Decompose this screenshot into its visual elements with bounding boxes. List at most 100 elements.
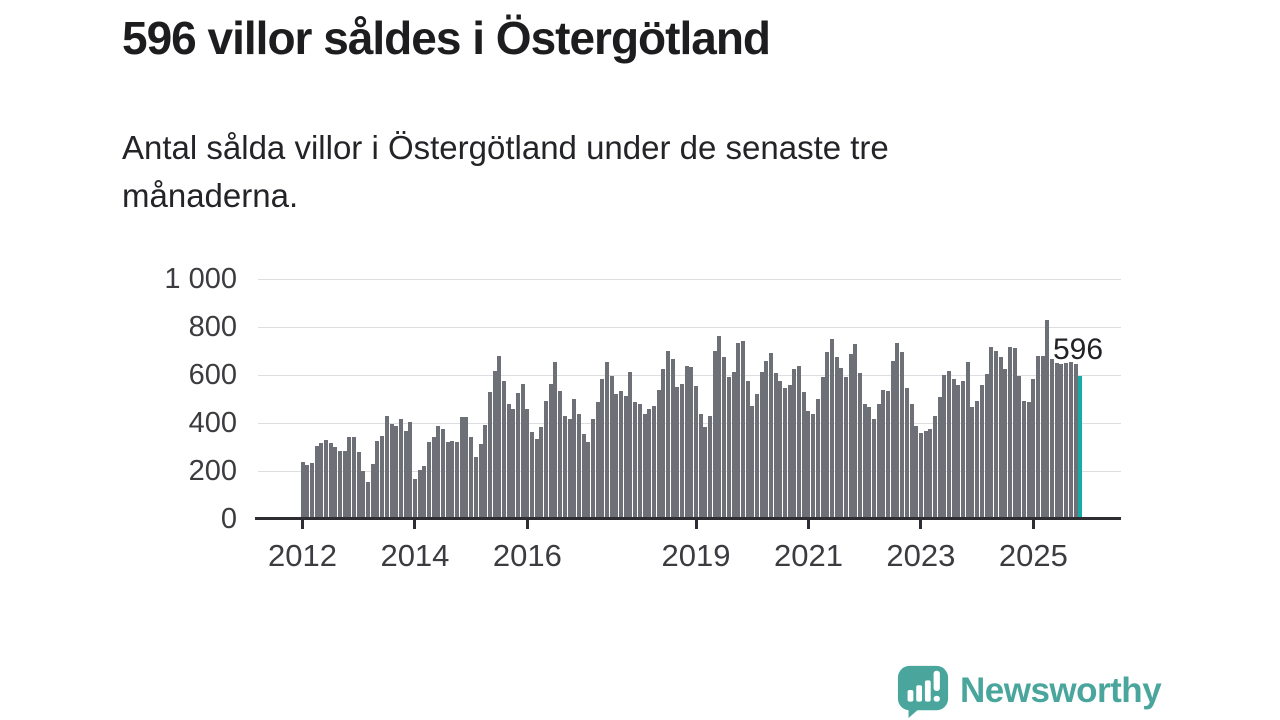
bar: [314, 446, 319, 519]
bar: [703, 427, 708, 519]
bar: [473, 457, 478, 519]
bar: [1021, 401, 1026, 519]
bar: [408, 422, 413, 519]
bar: [923, 431, 928, 519]
bar: [904, 388, 909, 519]
x-axis-label-2014: 2014: [380, 538, 450, 573]
bar: [366, 482, 371, 519]
x-axis-label-2021: 2021: [773, 538, 843, 573]
bar: [1064, 363, 1069, 519]
bar: [736, 343, 741, 519]
bar: [1068, 362, 1073, 519]
newsworthy-logo-text: Newsworthy: [960, 671, 1162, 710]
bar: [993, 351, 998, 519]
last-value-annotation: 596: [1053, 333, 1104, 366]
bar: [455, 442, 460, 519]
bar-latest-highlight: [1078, 376, 1083, 519]
bar: [895, 343, 900, 519]
bar: [750, 406, 755, 519]
bar: [679, 384, 684, 519]
bar: [998, 357, 1003, 519]
bar: [801, 392, 806, 519]
bar: [441, 429, 446, 519]
x-axis-tick-2023: [919, 520, 923, 529]
bar: [380, 436, 385, 519]
bar: [848, 354, 853, 519]
bar: [717, 336, 722, 519]
bar: [811, 414, 816, 519]
bar: [352, 437, 357, 519]
bar: [961, 381, 966, 519]
newsworthy-logo: Newsworthy: [896, 664, 1162, 718]
x-axis-label-2025: 2025: [998, 538, 1068, 573]
bar: [558, 391, 563, 519]
bar: [506, 404, 511, 519]
bar: [539, 427, 544, 519]
y-axis-label-400: 400: [188, 407, 237, 439]
bar: [651, 406, 656, 519]
y-axis-label-0: 0: [220, 503, 237, 535]
bar: [726, 377, 731, 519]
bar: [642, 414, 647, 519]
y-axis-label-200: 200: [188, 455, 237, 487]
bar: [530, 432, 535, 519]
bar: [872, 419, 877, 519]
bar: [712, 351, 717, 519]
bar: [689, 367, 694, 519]
bar: [567, 419, 572, 519]
bar: [445, 442, 450, 519]
bar: [989, 347, 994, 519]
bar: [309, 463, 314, 519]
bar: [1026, 402, 1031, 519]
bar: [501, 381, 506, 519]
bar: [614, 394, 619, 519]
bar: [769, 353, 773, 519]
bar: [431, 437, 436, 519]
bar: [450, 441, 455, 519]
x-axis-label-2016: 2016: [492, 538, 562, 573]
bar: [745, 381, 750, 519]
bar: [834, 357, 839, 519]
bar: [876, 404, 881, 519]
bar: [581, 434, 586, 519]
bar: [1040, 356, 1045, 519]
bar: [806, 411, 811, 519]
bar: [398, 419, 403, 519]
bar: [647, 409, 652, 519]
bar: [483, 425, 488, 519]
bar: [759, 372, 764, 519]
bar: [576, 414, 581, 519]
chart-title: 596 villor såldes i Östergötland: [122, 12, 771, 64]
x-axis-tick-2025: [1031, 520, 1035, 529]
bar: [459, 417, 464, 519]
bar: [1073, 364, 1078, 519]
bar: [637, 404, 642, 519]
bar: [356, 452, 361, 519]
bar: [370, 464, 375, 519]
bar: [942, 375, 947, 519]
bar: [417, 470, 422, 519]
x-axis-label-2023: 2023: [886, 538, 956, 573]
x-axis-tick-2014: [413, 520, 417, 529]
bar: [951, 379, 956, 519]
x-axis-tick-2019: [694, 520, 698, 529]
bar: [656, 390, 661, 519]
gridline-1000: [258, 279, 1121, 280]
chart-subtitle: Antal sålda villor i Östergötland under …: [122, 129, 889, 214]
bar: [487, 392, 492, 519]
bar: [965, 362, 970, 519]
bar: [740, 341, 745, 519]
bar: [984, 374, 989, 519]
bar: [375, 441, 380, 519]
bar: [900, 352, 905, 519]
bar: [754, 394, 759, 519]
bar: [305, 465, 310, 519]
bar: [394, 426, 399, 519]
bar: [829, 339, 834, 519]
bar: [867, 407, 872, 519]
bar: [412, 479, 417, 519]
bar: [918, 433, 923, 519]
bar: [820, 377, 825, 519]
bar: [586, 442, 591, 519]
